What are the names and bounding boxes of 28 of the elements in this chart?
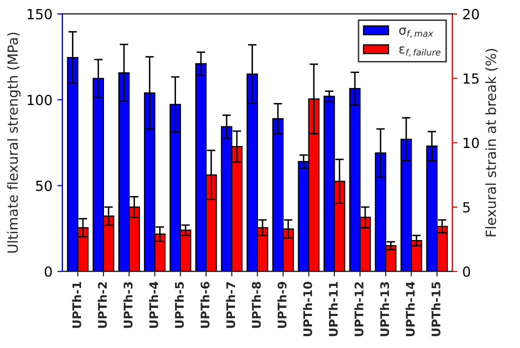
x-tick-label: UPTh-2 [98,282,107,328]
x-tick-label: UPTh-11 [328,282,338,336]
y-tick-label: 50 [36,180,52,192]
x-tick-label: UPTh-9 [277,282,286,328]
y-tick-label: 100 [28,94,52,106]
x-tick-label: UPTh-13 [380,282,390,336]
x-tick-label: UPTh-6 [200,282,210,328]
y2-tick-label: 5 [463,202,470,213]
y2-tick-label: 10 [464,138,479,148]
x-tick-label: UPTh-3 [123,282,133,328]
x-tick-label: UPTh-8 [252,282,261,328]
legend-label: ε$_{f,failure}$ [399,46,440,56]
x-tick-label: UPTh-5 [174,282,184,328]
y-axis-title: Ultimate flexural strength (MPa) [7,32,21,253]
x-tick-label: UPTh-1 [72,282,82,328]
x-tick-label: UPTh-7 [226,282,236,328]
y-tick-label: 0 [44,266,52,277]
y2-tick-label: 0 [463,266,470,277]
legend-label: σ$_{f,max}$ [399,28,434,38]
x-tick-label: UPTh-15 [431,282,440,336]
y2-tick-label: 15 [464,73,479,84]
y2-axis-title: Flexural strain at break (%) [485,48,498,236]
y2-tick-label: 20 [463,8,479,20]
y-tick-label: 150 [28,8,52,20]
x-tick-label: UPTh-4 [149,282,158,328]
x-tick-label: UPTh-14 [406,282,415,336]
x-tick-label: UPTh-12 [354,282,364,336]
x-tick-label: UPTh-10 [303,282,312,336]
